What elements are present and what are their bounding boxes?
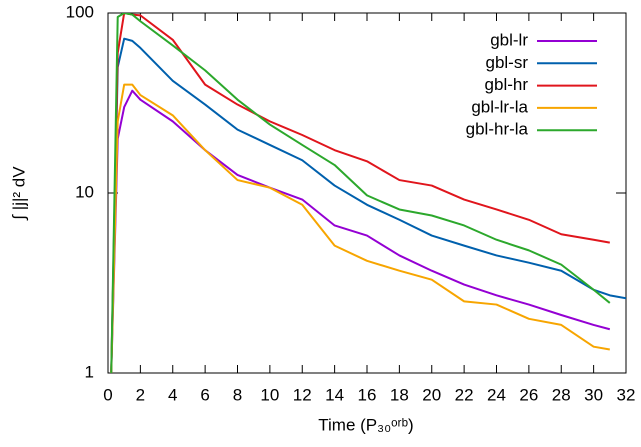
x-tick-label: 20 [422, 385, 441, 404]
line-series [110, 89, 611, 373]
y-tick-label: 100 [66, 2, 94, 21]
y-tick-label: 1 [85, 362, 94, 381]
x-tick-label: 14 [325, 385, 344, 404]
plot-frame [107, 12, 627, 374]
x-tick-label: 28 [552, 385, 571, 404]
line-series [110, 13, 611, 373]
legend-label: gbl-lr [490, 30, 528, 49]
x-tick-label: 24 [487, 385, 506, 404]
legend-label: gbl-hr-la [466, 120, 529, 139]
line-series [110, 37, 626, 373]
legend-label: gbl-lr-la [471, 97, 528, 116]
x-tick-label: 32 [617, 385, 636, 404]
x-tick-label: 6 [200, 385, 209, 404]
x-tick-label: 12 [293, 385, 312, 404]
x-tick-label: 4 [168, 385, 177, 404]
x-tick-label: 0 [103, 385, 112, 404]
y-axis-label: ∫ |j|² dV [9, 166, 28, 221]
x-tick-label: 10 [260, 385, 279, 404]
x-tick-label: 22 [455, 385, 474, 404]
x-tick-label: 26 [519, 385, 538, 404]
y-tick-label: 10 [75, 182, 94, 201]
legend-label: gbl-hr [485, 75, 529, 94]
x-axis-label: Time (P₃₀ᵒʳᵇ) [318, 415, 413, 434]
x-tick-label: 18 [390, 385, 409, 404]
x-tick-label: 30 [584, 385, 603, 404]
x-tick-label: 8 [233, 385, 242, 404]
legend-label: gbl-sr [485, 53, 528, 72]
x-tick-label: 2 [136, 385, 145, 404]
x-tick-label: 16 [358, 385, 377, 404]
line-series [110, 83, 610, 373]
